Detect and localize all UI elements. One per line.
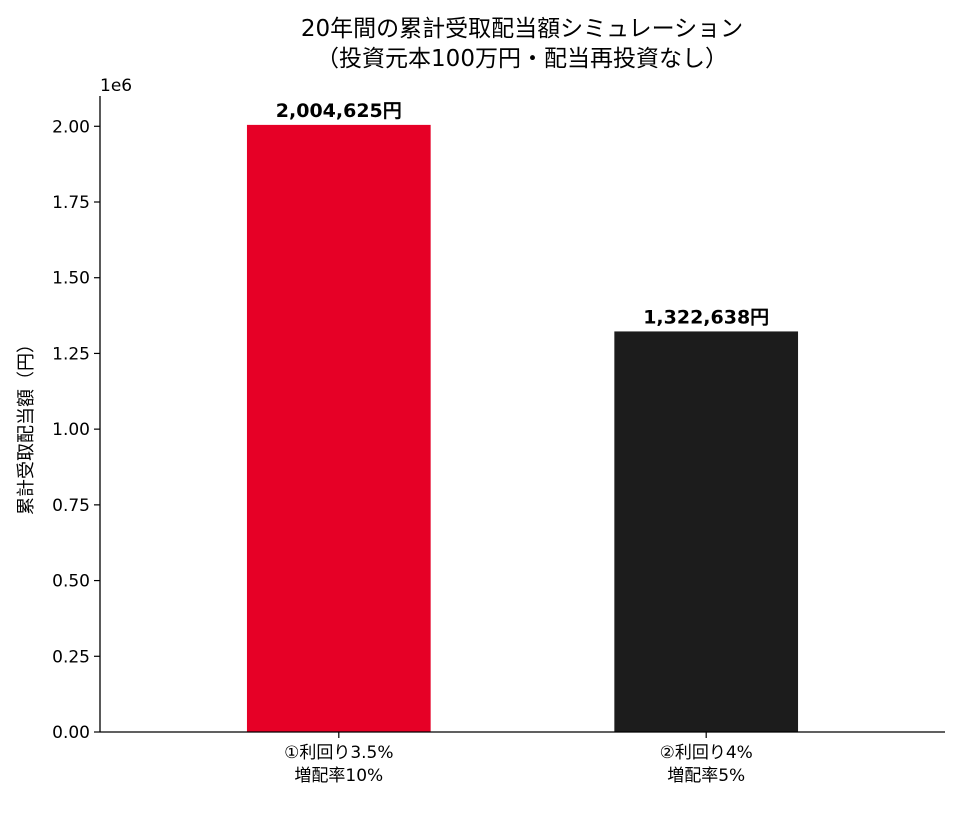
bar-value-label-1: 2,004,625円 — [276, 100, 402, 122]
y-tick-label-0: 0.00 — [52, 723, 90, 743]
y-tick-label-1: 0.25 — [52, 647, 90, 667]
bar-2 — [614, 331, 799, 732]
y-tick-label-6: 1.50 — [52, 269, 90, 289]
x-tick-label-2-line-1: ②利回り4% — [660, 743, 753, 763]
y-axis-offset-label: 1e6 — [100, 76, 132, 96]
y-tick-label-4: 1.00 — [52, 420, 90, 440]
y-tick-label-8: 2.00 — [52, 117, 90, 137]
x-tick-label-1-line-2: 増配率10% — [294, 766, 383, 786]
x-tick-label-1-line-1: ①利回り3.5% — [284, 743, 393, 763]
x-tick-label-2-line-2: 増配率5% — [667, 766, 745, 786]
bar-1 — [246, 124, 431, 732]
y-tick-label-7: 1.75 — [52, 193, 90, 213]
chart-title: 20年間の累計受取配当額シミュレーション — [301, 16, 743, 42]
bar-value-label-2: 1,322,638円 — [643, 306, 769, 328]
y-tick-label-5: 1.25 — [52, 344, 90, 364]
y-tick-label-3: 0.75 — [52, 496, 90, 516]
y-axis-title: 累計受取配当額（円） — [16, 335, 37, 515]
y-tick-label-2: 0.50 — [52, 572, 90, 592]
chart-subtitle: （投資元本100万円・配当再投資なし） — [316, 46, 728, 72]
